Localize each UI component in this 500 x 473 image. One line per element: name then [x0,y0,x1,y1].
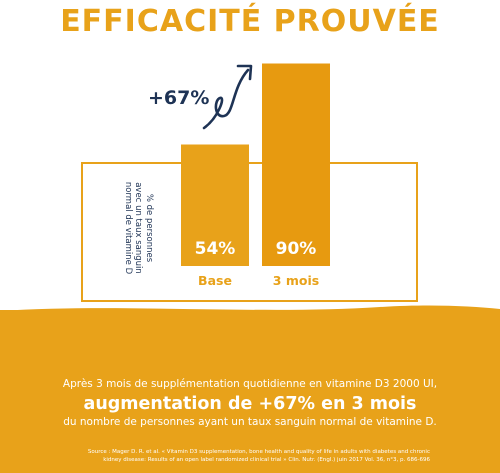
source-line-2: kidney disease: Results of an open label… [103,457,430,463]
bar-base [181,144,249,266]
y-axis-label-line-1: % de personnes [144,193,154,263]
y-axis-label-line-3: normal de vitamine D [123,181,133,275]
summary-headline: augmentation de +67% en 3 mois [83,394,417,414]
summary-line-3: du nombre de personnes ayant un taux san… [63,416,437,428]
summary-banner [0,310,500,473]
category-label: 3 mois [273,273,319,288]
bar-3-mois [262,63,330,266]
chart-frame [81,162,418,302]
category-label: Base [198,273,232,288]
increase-annotation: +67% [148,87,209,109]
y-axis-label: % de personnes avec un taux sanguin norm… [114,163,154,293]
curved-arrow-up-right-icon [202,64,253,130]
bar-value-label: 54% [195,239,236,259]
bar-chart: 54% Base 90% 3 mois +67% [148,63,330,288]
source-citation: Source : Mager D. R. et al. « Vitamin D3… [84,448,430,464]
y-axis-label-line-2: avec un taux sanguin [133,182,144,274]
source-line-1: Source : Mager D. R. et al. « Vitamin D3… [87,449,430,455]
page-title: EFFICACITÉ PROUVÉE [60,4,440,39]
bar-value-label: 90% [276,239,317,259]
summary-line-1: Après 3 mois de supplémentation quotidie… [62,378,438,390]
